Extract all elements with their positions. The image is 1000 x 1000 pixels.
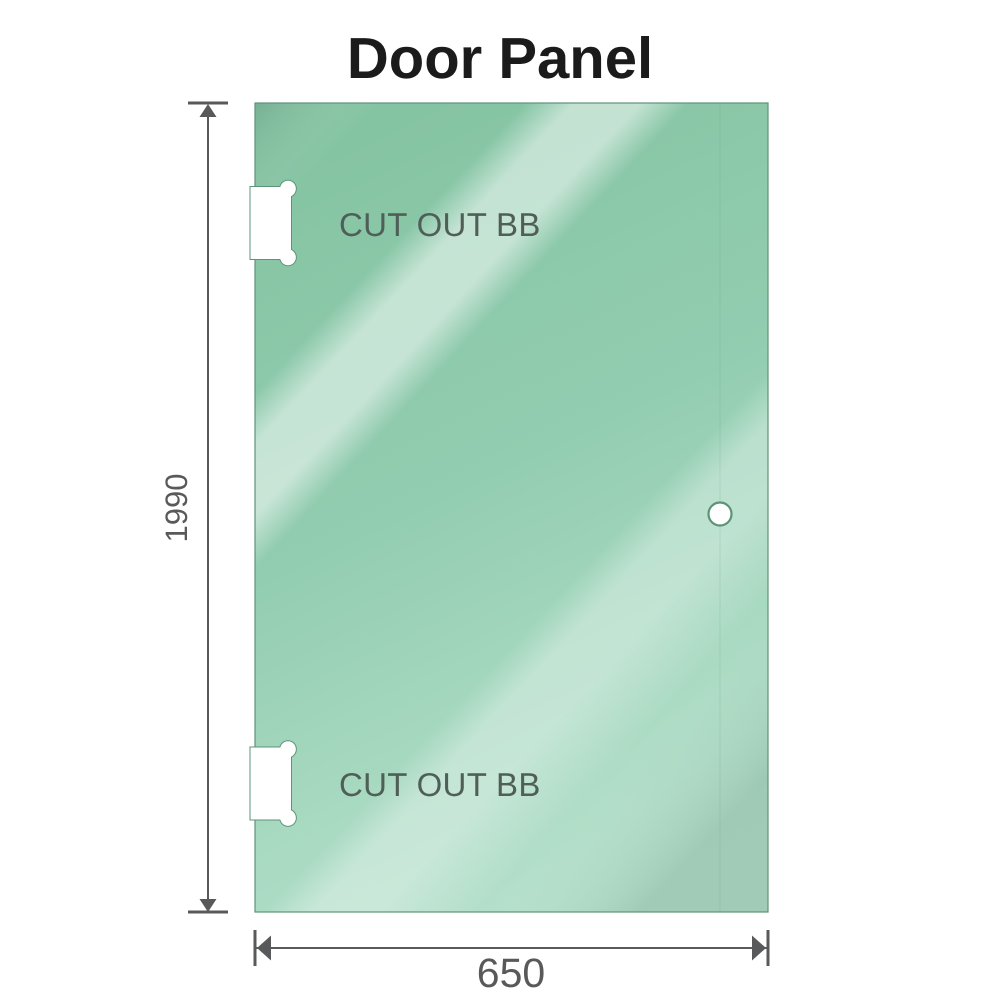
svg-text:1990: 1990 bbox=[159, 474, 194, 543]
svg-text:650: 650 bbox=[477, 950, 545, 996]
svg-text:CUT OUT BB: CUT OUT BB bbox=[339, 766, 541, 803]
svg-text:CUT OUT BB: CUT OUT BB bbox=[339, 206, 541, 243]
